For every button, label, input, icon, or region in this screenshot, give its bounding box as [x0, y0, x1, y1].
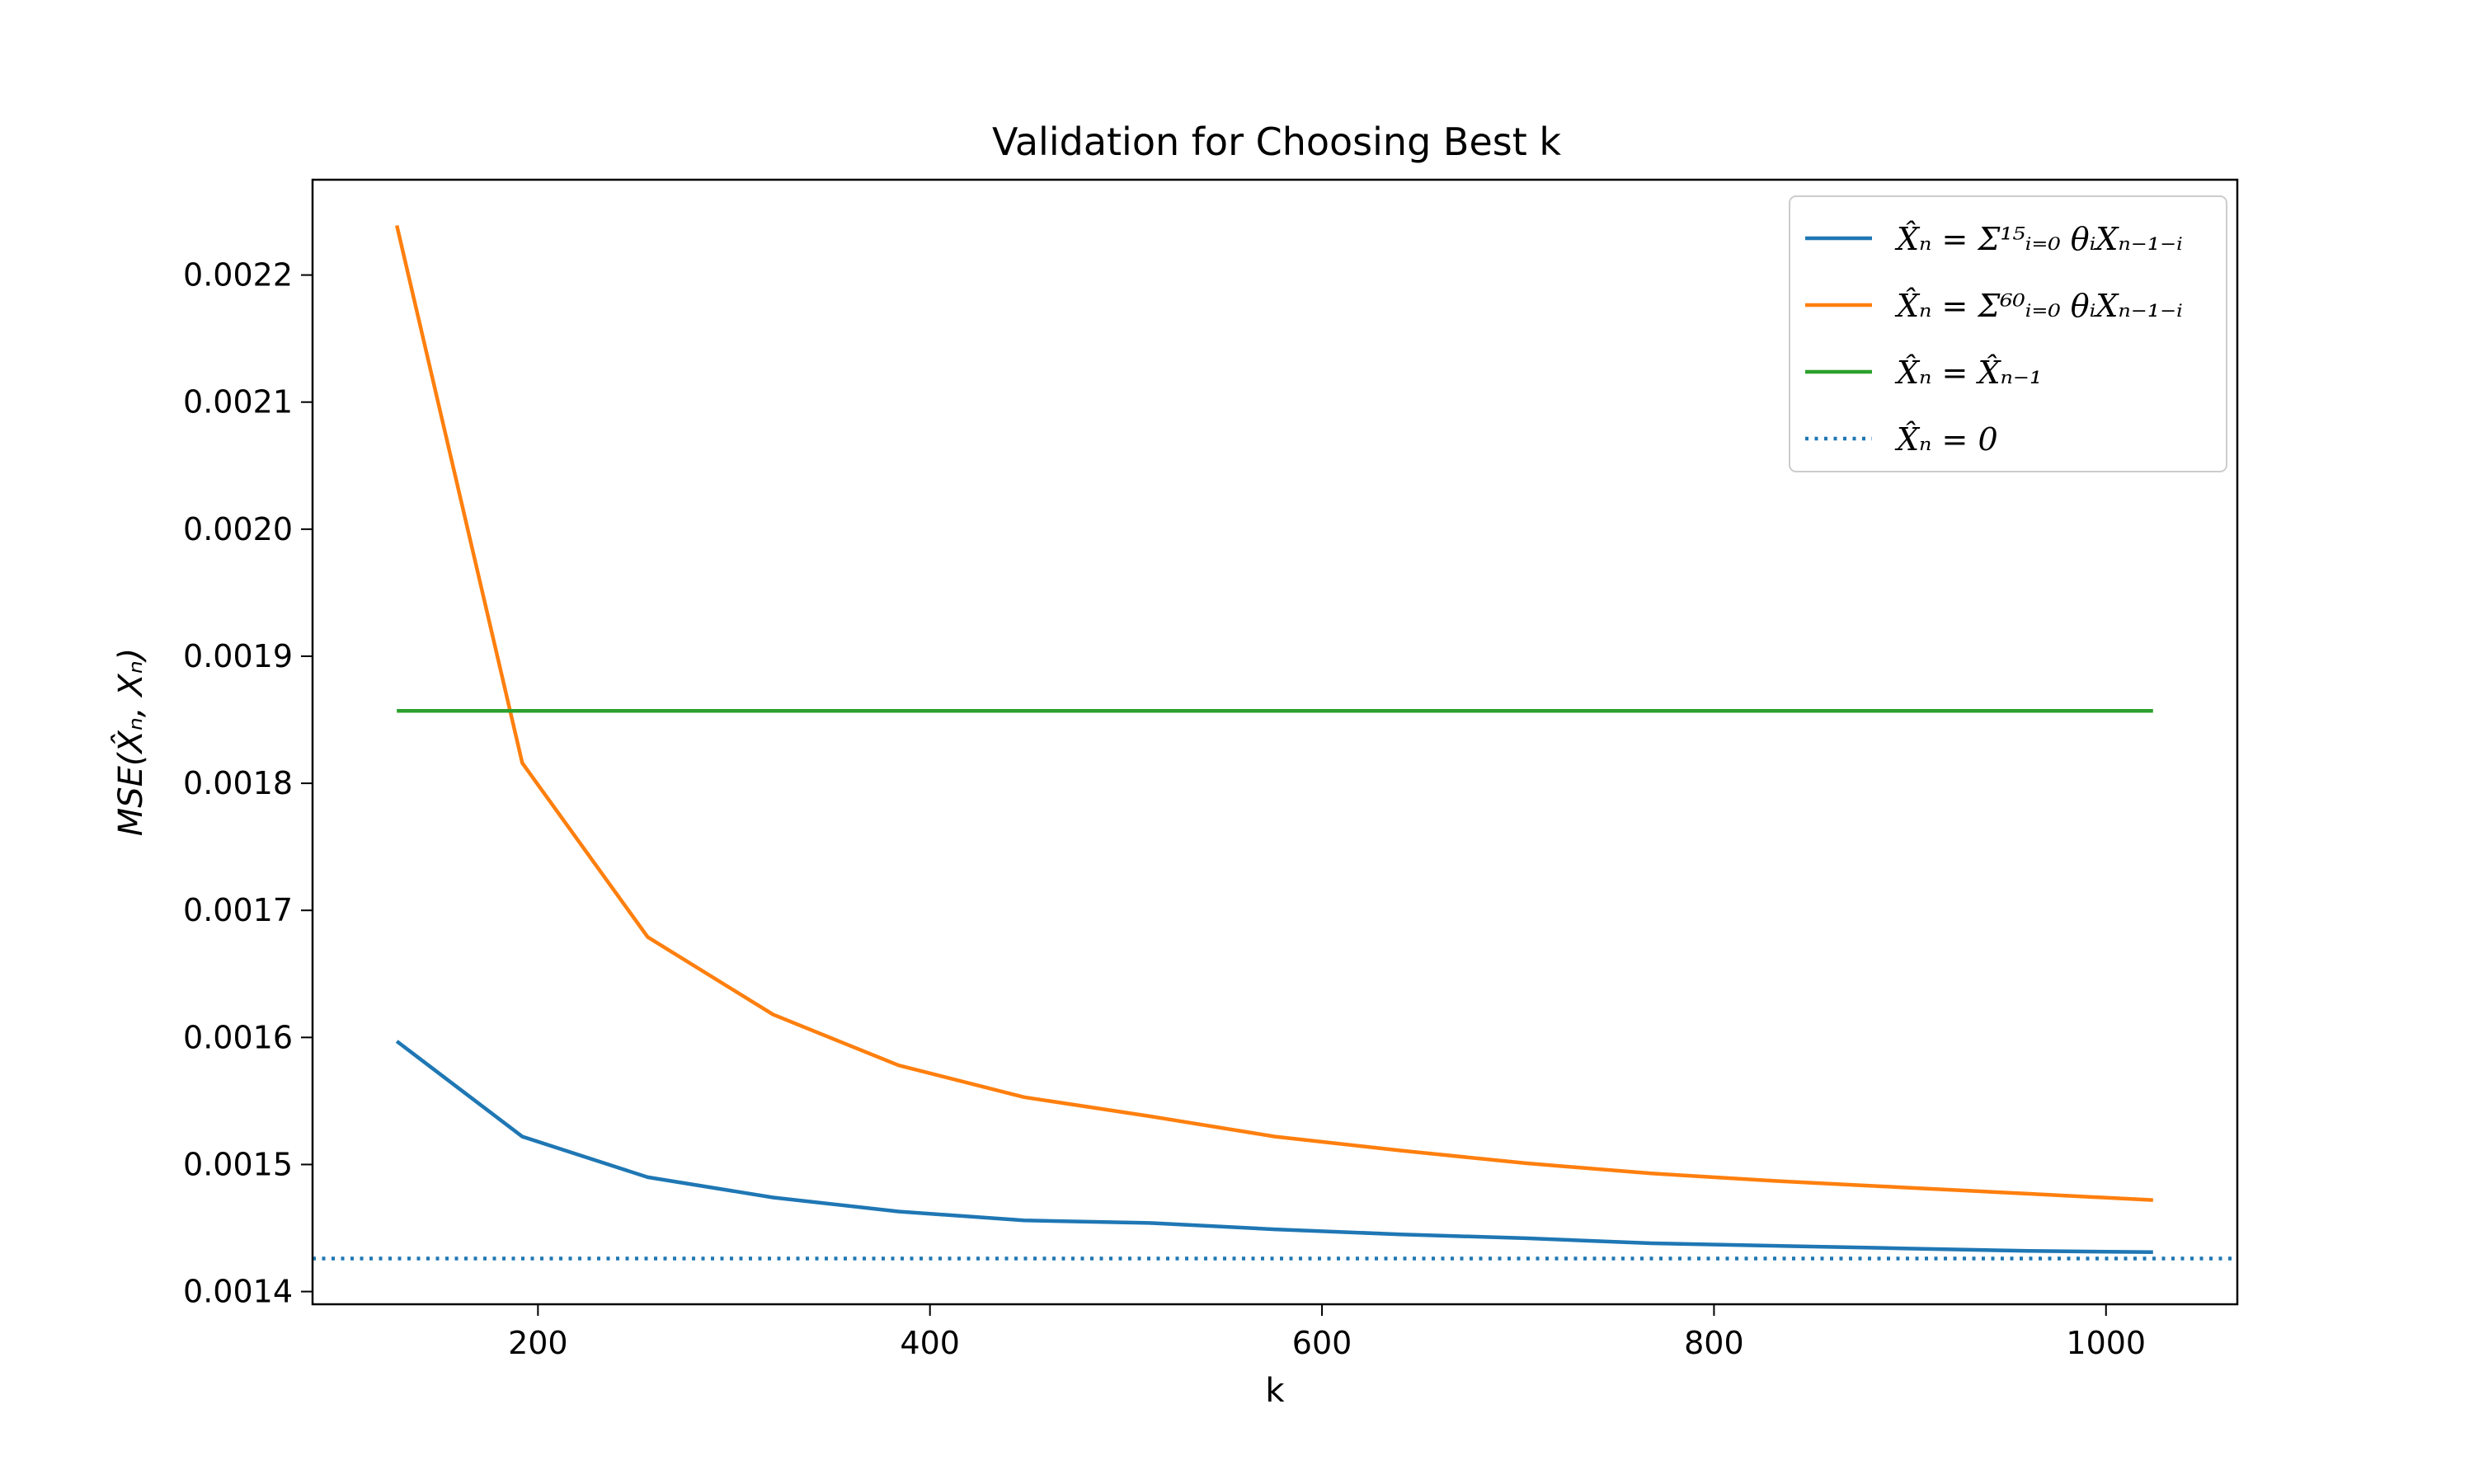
x-axis-label: k — [1265, 1372, 1285, 1410]
legend-label-4: X̂ₙ = 0 — [1894, 421, 1998, 458]
y-tick-label: 0.0022 — [183, 257, 293, 294]
y-tick-label: 0.0017 — [183, 892, 293, 928]
series-layer — [313, 224, 2237, 1261]
y-tick-label: 0.0015 — [183, 1146, 293, 1182]
y-axis-ticks: 0.0014 0.0015 0.0016 0.0017 0.0018 0.0019 0.00… — [183, 257, 313, 1310]
x-tick-label: 1000 — [2066, 1325, 2146, 1361]
series-line-1 — [395, 1040, 2153, 1255]
plot-frame — [311, 178, 2239, 1306]
legend: X̂ₙ = Σ¹⁵ᵢ₌₀ θᵢXₙ₋₁₋ᵢ X̂ₙ = Σ⁶⁰ᵢ₌₀ θᵢXₙ₋₁… — [1789, 195, 2227, 472]
legend-label-1: X̂ₙ = Σ¹⁵ᵢ₌₀ θᵢXₙ₋₁₋ᵢ — [1894, 221, 2183, 257]
legend-label-3: X̂ₙ = X̂ₙ₋₁ — [1894, 355, 2042, 391]
y-tick-label: 0.0021 — [183, 384, 293, 420]
series-line-2 — [395, 224, 2153, 1202]
y-tick-label: 0.0016 — [183, 1019, 293, 1055]
x-tick-label: 800 — [1684, 1325, 1744, 1361]
legend-box — [1789, 195, 2227, 472]
x-tick-label: 400 — [900, 1325, 960, 1361]
y-tick-label: 0.0019 — [183, 638, 293, 674]
legend-label-2: X̂ₙ = Σ⁶⁰ᵢ₌₀ θᵢXₙ₋₁₋ᵢ — [1894, 288, 2183, 324]
x-axis-ticks: 200 400 600 800 1000 — [508, 1304, 2146, 1361]
y-tick-label: 0.0020 — [183, 511, 293, 547]
y-axis-label: MSE(X̂ₙ, Xₙ) — [111, 648, 150, 837]
y-tick-label: 0.0018 — [183, 765, 293, 801]
chart-title: Validation for Choosing Best k — [992, 120, 1561, 164]
x-tick-label: 200 — [508, 1325, 568, 1361]
y-tick-label: 0.0014 — [183, 1274, 293, 1310]
x-tick-label: 600 — [1292, 1325, 1352, 1361]
